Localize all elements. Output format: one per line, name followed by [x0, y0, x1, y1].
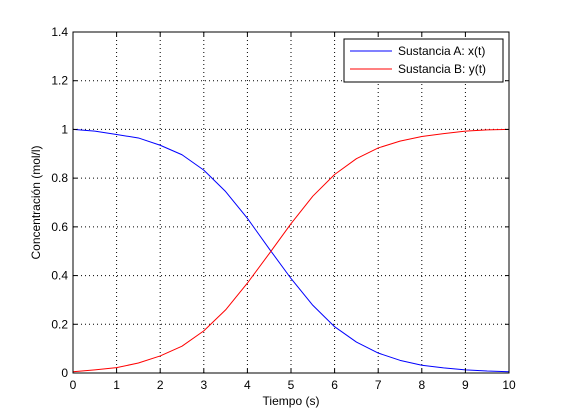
x-tick-label: 5: [288, 378, 295, 392]
legend-box: [343, 38, 504, 83]
x-tick-label: 7: [375, 378, 382, 392]
plot-frame: [72, 31, 510, 374]
series-group: [72, 128, 510, 373]
legend: Sustancia A: x(t) Sustancia B: y(t): [343, 38, 504, 83]
x-tick-label: 10: [502, 378, 516, 392]
y-tick-label: 1.2: [51, 74, 68, 88]
y-tick-label: 1.4: [51, 25, 68, 39]
ticks: 0 1 2 3 4 5 6 7 8 9 10 0 0.2 0.4 0.6 0.8 1 1.2 1.4: [51, 25, 516, 392]
x-tick-label: 2: [157, 378, 164, 392]
y-tick-label: 1: [61, 122, 68, 136]
legend-entry-label: Sustancia A: x(t): [398, 44, 485, 58]
grid: [73, 32, 509, 373]
x-tick-label: 4: [244, 378, 251, 392]
x-tick-label: 0: [70, 378, 77, 392]
y-tick-label: 0.6: [51, 220, 68, 234]
y-axis-label: Concentración (mol/l): [29, 145, 43, 259]
y-tick-label: 0.4: [51, 269, 68, 283]
x-axis-label: Tiempo (s): [263, 394, 320, 408]
x-tick-label: 6: [331, 378, 338, 392]
y-tick-label: 0: [61, 366, 68, 380]
x-tick-label: 9: [462, 378, 469, 392]
legend-entry-label: Sustancia B: y(t): [398, 62, 486, 76]
y-tick-label: 0.8: [51, 171, 68, 185]
series-line-sustancia-b: [72, 128, 510, 373]
y-tick-label: 0.2: [51, 317, 68, 331]
series-line-sustancia-a: [72, 128, 510, 373]
x-tick-label: 1: [113, 378, 120, 392]
x-tick-label: 8: [418, 378, 425, 392]
x-tick-label: 3: [200, 378, 207, 392]
